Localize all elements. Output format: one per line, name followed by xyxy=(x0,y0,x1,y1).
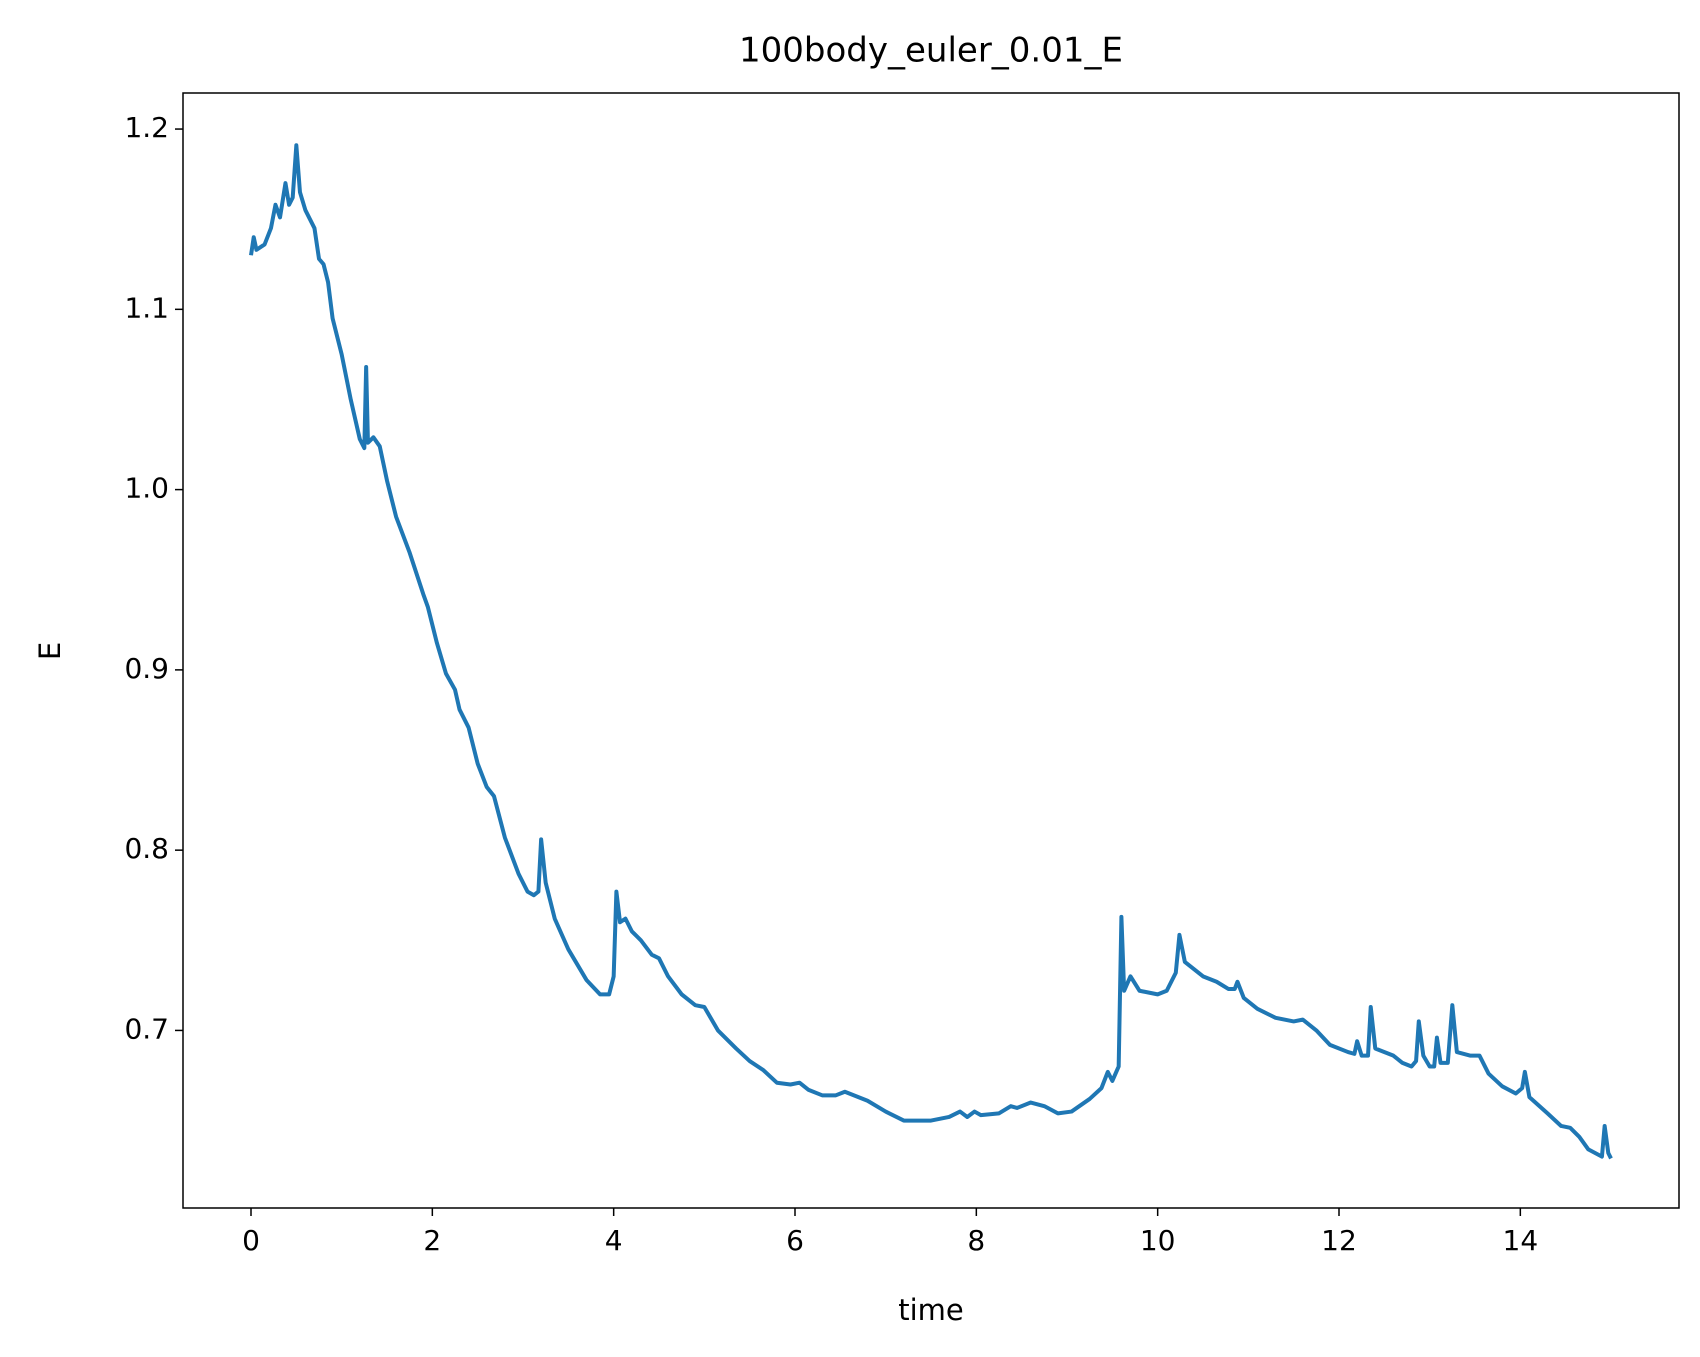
chart-title: 100body_euler_0.01_E xyxy=(739,31,1123,71)
y-axis-label: E xyxy=(33,642,67,660)
data-line xyxy=(249,143,1613,1160)
y-tick-label: 1.0 xyxy=(124,472,169,505)
y-tick-label: 0.8 xyxy=(124,832,169,865)
y-tick-label: 0.9 xyxy=(124,652,169,685)
x-axis-label: time xyxy=(898,1293,964,1327)
x-tick-label: 2 xyxy=(423,1224,441,1257)
x-tick-label: 4 xyxy=(605,1224,623,1257)
y-tick-label: 1.1 xyxy=(124,291,169,324)
x-tick-label: 0 xyxy=(242,1224,260,1257)
plot-frame xyxy=(182,92,1680,1209)
y-tick-label: 0.7 xyxy=(124,1012,169,1045)
x-tick-label: 10 xyxy=(1140,1224,1176,1257)
x-tick-label: 8 xyxy=(967,1224,985,1257)
x-tick-label: 12 xyxy=(1321,1224,1357,1257)
x-tick-label: 14 xyxy=(1503,1224,1539,1257)
x-tick-label: 6 xyxy=(786,1224,804,1257)
y-tick-label: 1.2 xyxy=(124,111,169,144)
